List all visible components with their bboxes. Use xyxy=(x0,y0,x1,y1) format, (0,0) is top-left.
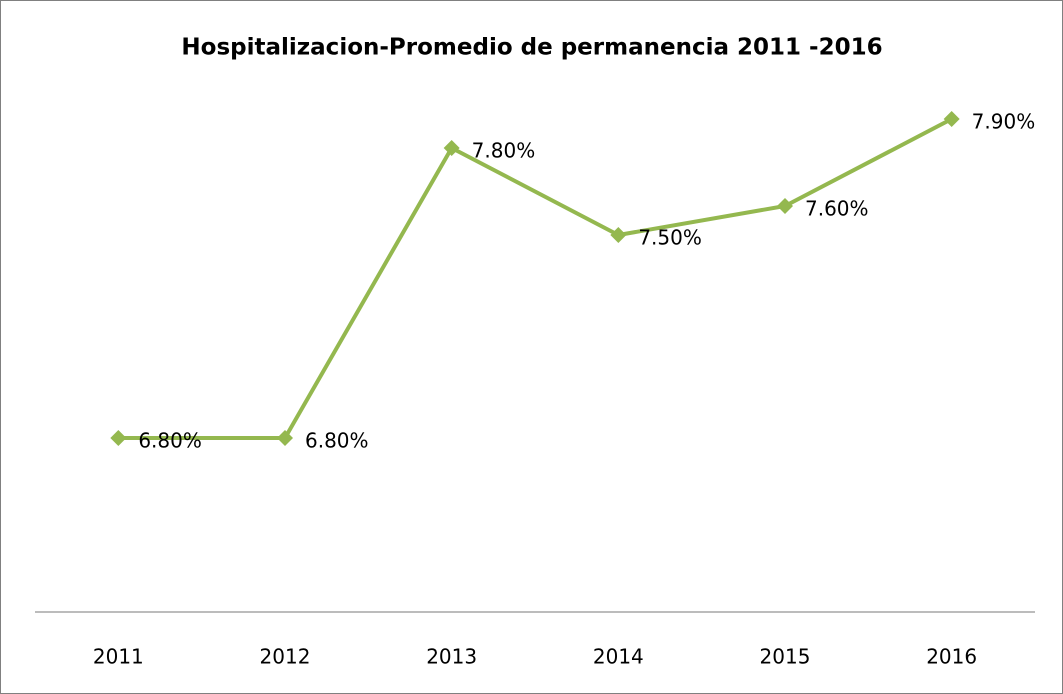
data-point xyxy=(943,111,960,127)
data-label: 7.80% xyxy=(472,139,536,163)
data-point xyxy=(777,198,793,214)
data-label: 6.80% xyxy=(138,429,202,453)
x-tick-label: 2011 xyxy=(93,645,144,669)
x-tick-label: 2015 xyxy=(760,645,811,669)
data-point xyxy=(443,140,460,156)
series-line xyxy=(118,117,953,440)
x-tick-label: 2014 xyxy=(593,645,644,669)
data-point xyxy=(610,227,627,243)
x-tick-label: 2016 xyxy=(926,645,977,669)
data-point xyxy=(277,430,293,446)
data-label: 6.80% xyxy=(305,429,369,453)
x-tick-label: 2012 xyxy=(260,645,311,669)
data-point xyxy=(110,430,127,446)
x-tick-label: 2013 xyxy=(426,645,477,669)
chart-title: Hospitalizacion-Promedio de permanencia … xyxy=(181,35,882,61)
data-label: 7.90% xyxy=(972,110,1036,134)
data-label: 7.50% xyxy=(638,226,702,250)
data-label: 7.60% xyxy=(805,197,869,221)
